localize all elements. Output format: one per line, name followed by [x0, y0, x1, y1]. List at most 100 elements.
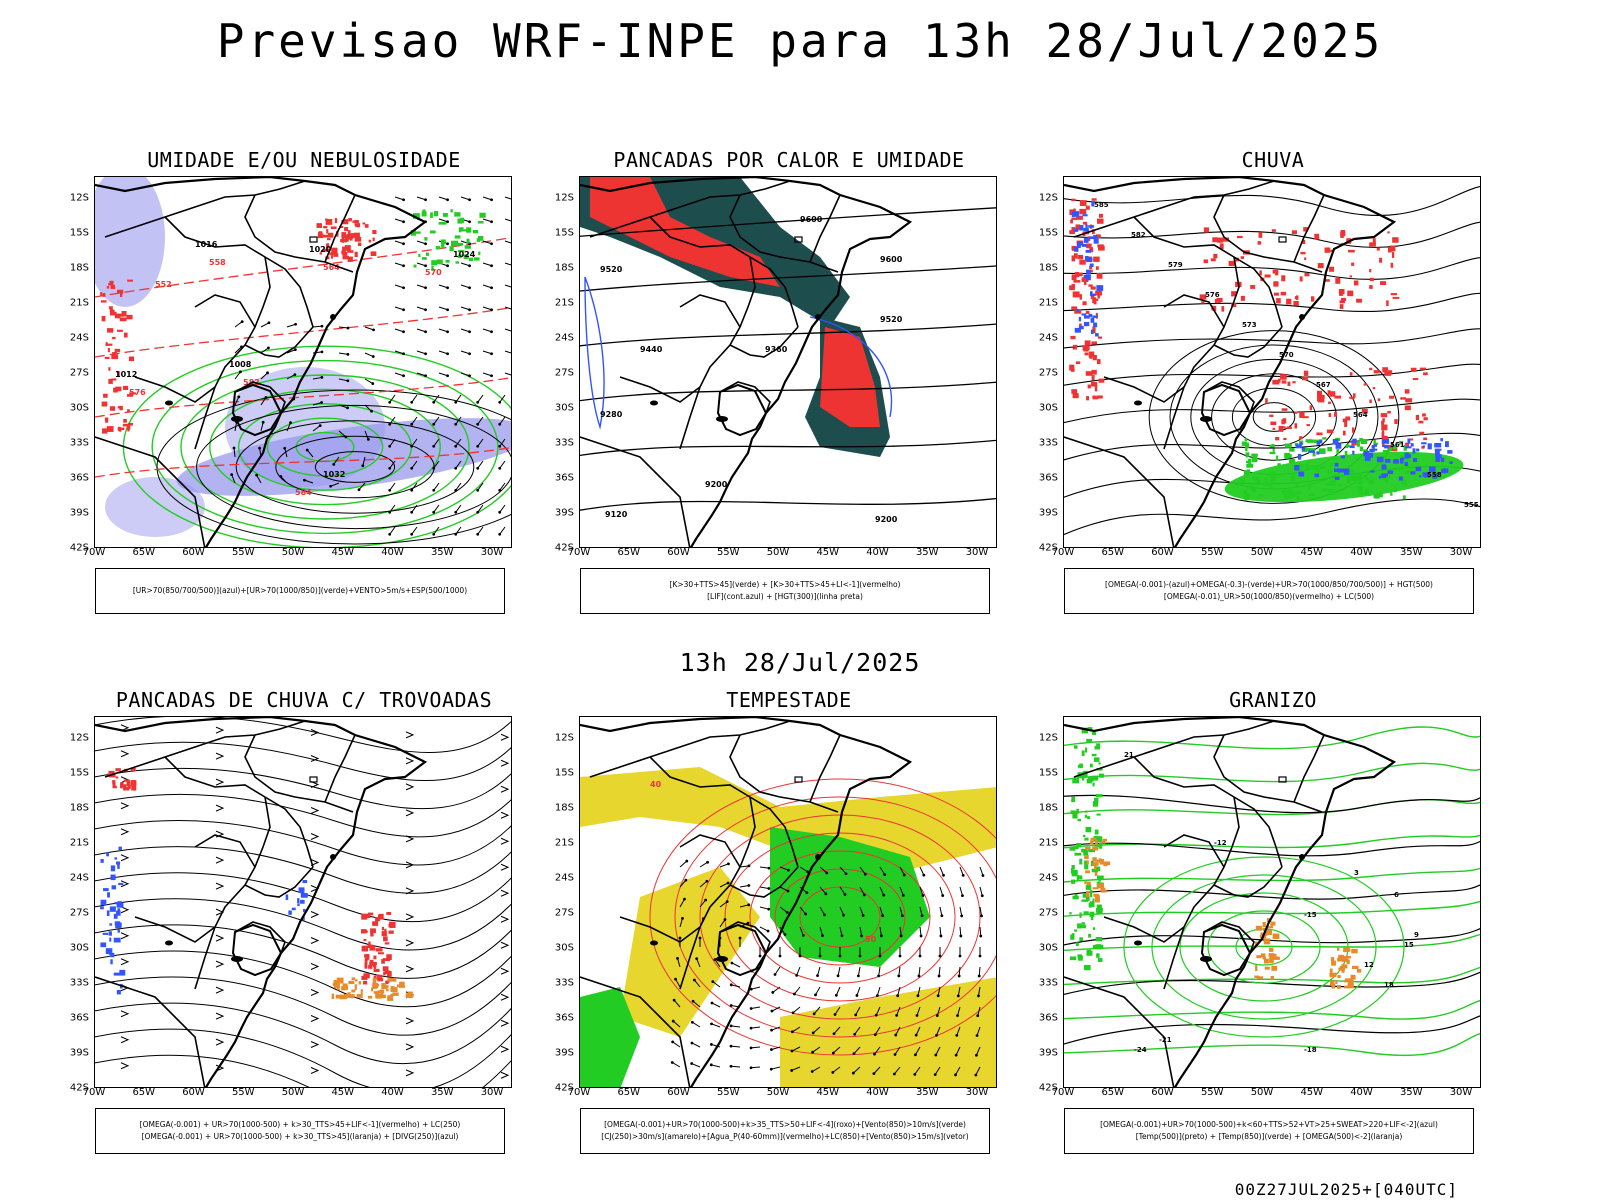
- main-title: Previsao WRF-INPE para 13h 28/Jul/2025: [216, 14, 1384, 68]
- panel-chuva: CHUVA 12S 15S 18S 21S 24S 27S 30S 33S 36S 39S 42S 58…: [1028, 148, 1508, 618]
- latitude-tick: 27S: [554, 907, 574, 919]
- longitude-tick: 30W: [480, 547, 504, 558]
- latitude-tick: 27S: [69, 907, 89, 919]
- map-plot: 585 582 579 576 573 570 567 564 561 558 555: [1064, 177, 1480, 547]
- longitude-tick: 35W: [915, 1087, 939, 1098]
- latitude-tick: 27S: [69, 367, 89, 379]
- map-plot: 40 50: [580, 717, 996, 1087]
- longitude-tick: 50W: [281, 547, 305, 558]
- latitude-tick: 39S: [554, 507, 574, 519]
- longitude-tick: 45W: [331, 547, 355, 558]
- legend-line: [CJ(250)>30m/s](amarelo)+[Agua_P(40-60mm…: [601, 1132, 969, 1141]
- latitude-tick: 21S: [69, 297, 89, 309]
- svg-text:15: 15: [1404, 941, 1414, 949]
- geography: [95, 717, 428, 1087]
- latitude-axis: 12S 15S 18S 21S 24S 27S 30S 33S 36S 39S 42S: [1028, 176, 1062, 554]
- svg-text:9200: 9200: [705, 480, 728, 489]
- longitude-tick: 35W: [430, 547, 454, 558]
- latitude-tick: 18S: [69, 262, 89, 274]
- latitude-tick: 15S: [69, 227, 89, 239]
- latitude-tick: 42S: [554, 1082, 574, 1094]
- map-frame: 40 50: [579, 716, 997, 1088]
- latitude-tick: 33S: [1038, 437, 1058, 449]
- run-info-footer: 00Z27JUL2025+[040UTC]: [1234, 1180, 1458, 1199]
- legend-box: [OMEGA(-0.001)+UR>70(1000-500)+k>35_TTS>…: [580, 1108, 990, 1154]
- legend-line: [OMEGA(-0.001) + UR>70(1000-500) + k>30_…: [139, 1120, 461, 1129]
- longitude-tick: 30W: [965, 547, 989, 558]
- latitude-tick: 30S: [69, 402, 89, 414]
- svg-text:21: 21: [1124, 751, 1134, 759]
- svg-text:9600: 9600: [800, 215, 823, 224]
- latitude-tick: 18S: [1038, 802, 1058, 814]
- latitude-tick: 33S: [1038, 977, 1058, 989]
- latitude-tick: 33S: [69, 977, 89, 989]
- geography: [580, 177, 913, 547]
- map-frame: 585 582 579 576 573 570 567 564 561 558 555: [1063, 176, 1481, 548]
- longitude-tick: 45W: [816, 1087, 840, 1098]
- longitude-axis: 70W 65W 60W 55W 50W 45W 40W 35W 30W: [83, 547, 512, 560]
- svg-text:1012: 1012: [115, 370, 137, 379]
- longitude-tick: 45W: [816, 547, 840, 558]
- latitude-tick: 30S: [1038, 942, 1058, 954]
- latitude-tick: 21S: [554, 297, 574, 309]
- latitude-tick: 18S: [69, 802, 89, 814]
- longitude-tick: 50W: [1250, 1087, 1274, 1098]
- svg-text:1024: 1024: [453, 250, 476, 259]
- panel-title: GRANIZO: [1229, 688, 1317, 712]
- longitude-tick: 35W: [915, 547, 939, 558]
- latitude-tick: 24S: [554, 332, 574, 344]
- panel-granizo: GRANIZO 12S 15S 18S 21S 24S 27S 30S 33S 36S 39S 42S…: [1028, 688, 1508, 1158]
- svg-text:-24: -24: [1134, 1046, 1147, 1054]
- svg-text:9200: 9200: [875, 515, 898, 524]
- longitude-tick: 40W: [1350, 547, 1373, 558]
- legend-box: [UR>70(850/700/500)](azul)+[UR>70(1000/8…: [95, 568, 505, 614]
- latitude-tick: 42S: [69, 542, 89, 554]
- legend-box: [OMEGA(-0.001)-(azul)+OMEGA(-0.3)-(verde…: [1064, 568, 1474, 614]
- map-frame: 9600 9520 9440 9360 9280 9200 9120 9600 9520 9200: [579, 176, 997, 548]
- longitude-tick: 50W: [281, 1087, 305, 1098]
- svg-text:40: 40: [650, 780, 662, 789]
- svg-text:567: 567: [1316, 381, 1331, 389]
- longitude-tick: 50W: [766, 547, 790, 558]
- geography: [95, 177, 428, 547]
- svg-text:579: 579: [1168, 261, 1183, 269]
- svg-text:564: 564: [1353, 411, 1368, 419]
- svg-text:561: 561: [1390, 441, 1405, 449]
- longitude-tick: 70W: [1051, 1087, 1075, 1098]
- latitude-tick: 24S: [1038, 332, 1058, 344]
- legend-line: [OMEGA(-0.01)_UR>50(1000/850)(vermelho) …: [1163, 592, 1375, 601]
- svg-text:570: 570: [1279, 351, 1294, 359]
- latitude-tick: 30S: [554, 942, 574, 954]
- svg-text:9: 9: [1414, 931, 1419, 939]
- panel-title: PANCADAS POR CALOR E UMIDADE: [613, 148, 965, 172]
- latitude-tick: 24S: [1038, 872, 1058, 884]
- latitude-tick: 42S: [1038, 542, 1058, 554]
- longitude-tick: 30W: [1449, 547, 1473, 558]
- longitude-tick: 40W: [866, 547, 889, 558]
- latitude-tick: 12S: [1038, 192, 1058, 204]
- svg-text:-12: -12: [1214, 839, 1227, 847]
- legend-line: [Temp(500)](preto) + [Temp(850)](verde) …: [1135, 1132, 1403, 1141]
- latitude-tick: 30S: [69, 942, 89, 954]
- longitude-tick: 55W: [716, 547, 740, 558]
- latitude-tick: 15S: [1038, 227, 1058, 239]
- panel-pancadas-calor: PANCADAS POR CALOR E UMIDADE 12S 15S 18S 21S…: [544, 148, 1024, 618]
- latitude-tick: 33S: [554, 977, 574, 989]
- longitude-tick: 30W: [1449, 1087, 1473, 1098]
- longitude-tick: 65W: [617, 547, 641, 558]
- valid-time-title: 13h 28/Jul/2025: [679, 648, 921, 677]
- latitude-tick: 30S: [554, 402, 574, 414]
- longitude-tick: 60W: [667, 547, 690, 558]
- latitude-tick: 27S: [554, 367, 574, 379]
- longitude-tick: 35W: [1399, 547, 1423, 558]
- latitude-tick: 36S: [69, 472, 89, 484]
- latitude-tick: 15S: [554, 227, 574, 239]
- latitude-tick: 39S: [554, 1047, 574, 1059]
- geography: [1064, 177, 1397, 547]
- longitude-tick: 60W: [1151, 547, 1174, 558]
- svg-text:558: 558: [209, 258, 226, 267]
- svg-text:-15: -15: [1304, 911, 1317, 919]
- legend-line: [K>30+TTS>45](verde) + [K>30+TTS>45+LI<-…: [669, 580, 901, 589]
- panel-title: TEMPESTADE: [726, 688, 852, 712]
- svg-text:9120: 9120: [605, 510, 628, 519]
